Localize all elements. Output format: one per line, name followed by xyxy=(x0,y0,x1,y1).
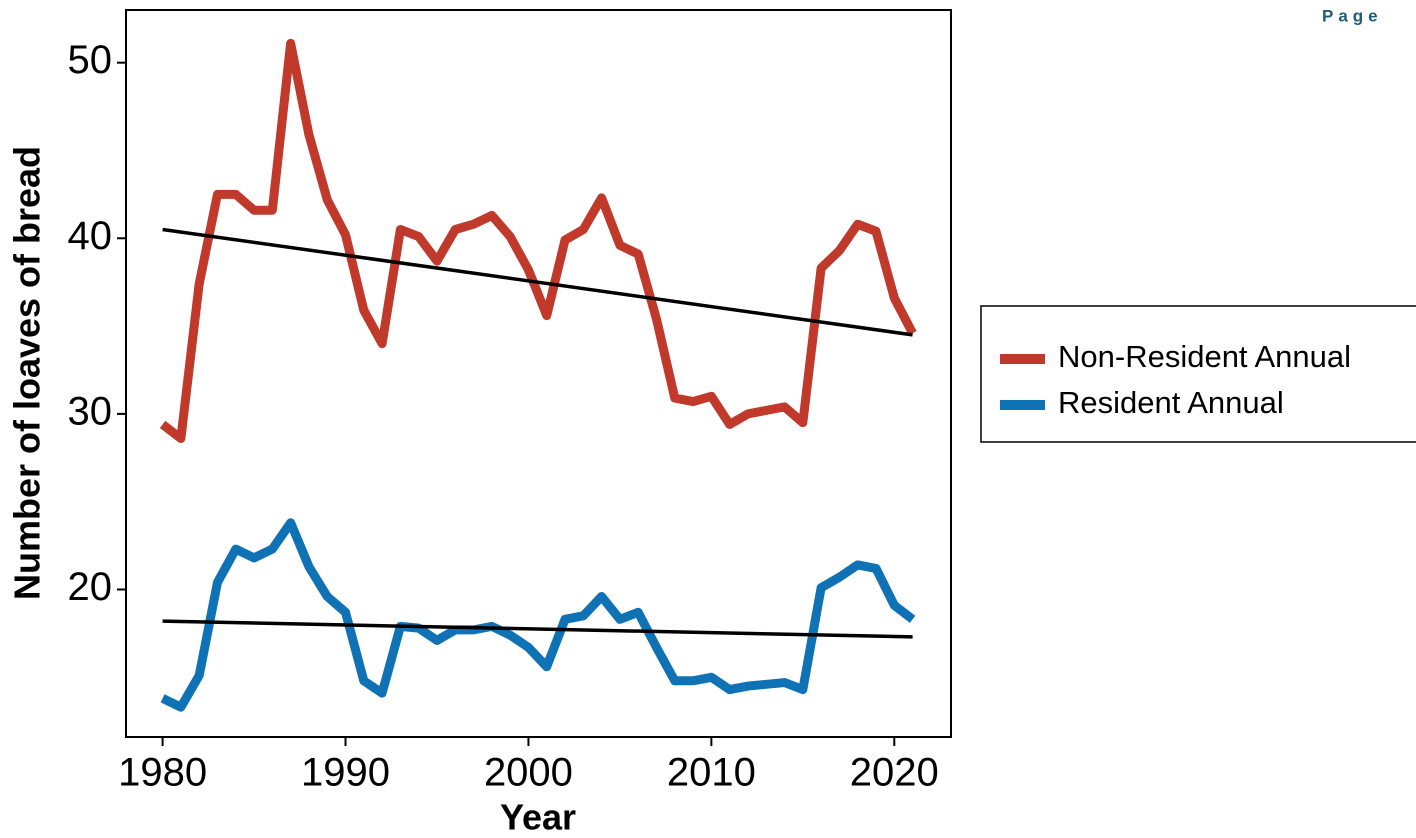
legend-label: Resident Annual xyxy=(1058,385,1284,420)
x-axis-title: Year xyxy=(500,797,576,838)
y-tick-label: 40 xyxy=(68,214,113,258)
legend-label: Non-Resident Annual xyxy=(1058,339,1351,374)
x-tick-label: 1980 xyxy=(118,751,207,795)
plot-frame xyxy=(125,9,952,738)
trend-line xyxy=(162,227,913,337)
series-line xyxy=(160,518,916,712)
legend-box xyxy=(980,305,1416,443)
y-tick-label: 50 xyxy=(68,38,113,82)
page-label: Page xyxy=(1322,6,1383,25)
y-axis-title: Number of loaves of bread xyxy=(7,146,48,600)
x-tick-label: 2010 xyxy=(667,751,756,795)
x-tick-label: 2020 xyxy=(850,751,939,795)
series-line xyxy=(159,38,917,443)
y-tick-label: 30 xyxy=(68,389,113,433)
x-tick-label: 2000 xyxy=(484,751,573,795)
x-tick-label: 1990 xyxy=(301,751,390,795)
trend-line xyxy=(162,619,913,639)
y-tick-label: 20 xyxy=(68,565,113,609)
